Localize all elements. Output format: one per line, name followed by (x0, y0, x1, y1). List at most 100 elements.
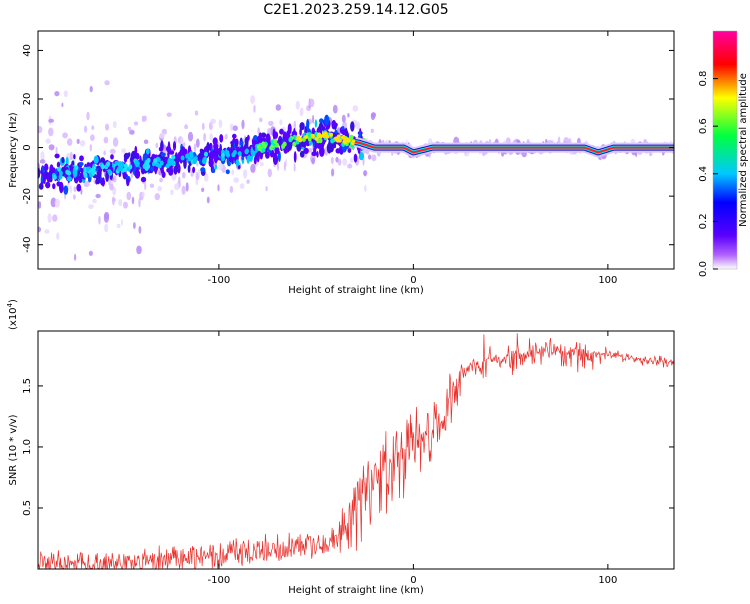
spectrum-blob (134, 145, 138, 155)
spectrum-blob (201, 187, 205, 192)
spectrum-ridge-dot (52, 174, 57, 180)
spectrum-blob (38, 226, 42, 233)
spectrum-ridge-dot (106, 161, 111, 167)
spectrum-blob (66, 138, 73, 146)
snr-xtick-label: 100 (598, 575, 617, 586)
spectrum-ridge-dot (307, 136, 312, 142)
spectrum-blob (213, 142, 219, 151)
spectrum-blob (113, 175, 117, 183)
spectrum-blob (200, 167, 206, 173)
spectrum-blob (358, 130, 362, 139)
spectrum-blob (206, 196, 210, 204)
spectrum-blob (83, 181, 90, 188)
snr-xlabel: Height of straight line (km) (288, 585, 424, 596)
spectrum-blob (316, 151, 319, 158)
spectrum-blob (44, 171, 49, 177)
spectrum-ridge-dot (192, 159, 197, 165)
spectrum-blob (211, 168, 216, 174)
spectrum-blob (56, 161, 61, 168)
spectrum-blob (267, 168, 272, 178)
spectrum-blob (279, 119, 283, 126)
spectrum-blob (48, 127, 54, 137)
spectrum-blob (319, 118, 324, 124)
spectrum-blob (38, 126, 43, 134)
spectrum-ridge-dot (118, 161, 123, 167)
spectrum-blob (337, 158, 342, 166)
spectrum-blob (112, 121, 117, 129)
spectrum-blob (177, 163, 181, 174)
spectrum-blob (52, 183, 56, 190)
spectrum-blob (311, 157, 315, 165)
spectrum-blob (89, 85, 93, 93)
spectrum-ridge-dot (314, 136, 319, 141)
spectrum-blob (182, 171, 186, 179)
spectrum-blob (69, 163, 73, 173)
spectrum-blob (318, 122, 324, 132)
spectrum-blob (299, 150, 305, 158)
spectrum-blob (350, 121, 355, 132)
spectrum-blob (235, 159, 240, 167)
spectrum-ridge-dot (91, 170, 96, 176)
spectrum-blob (112, 137, 119, 147)
spectrum-blob (225, 169, 230, 175)
spectrum-blob (62, 132, 68, 139)
spectrum-blob (277, 161, 279, 171)
colorbar-tick-label: 0.2 (698, 213, 709, 229)
spectrum-ridge-dot (330, 138, 335, 144)
spectrum-blob (272, 153, 279, 166)
spectrum-ridge-dot (171, 161, 175, 167)
spectrum-blob (172, 141, 177, 151)
spectrum-blob (367, 154, 372, 160)
spectrum-blob (127, 152, 131, 157)
spectrum-blob (241, 119, 245, 130)
spectrum-ridge-dot (153, 158, 158, 164)
spectrum-blob (203, 172, 209, 182)
spectrum-ridge-dot (232, 150, 237, 155)
spectrum-blob (212, 148, 216, 156)
spectrum-blob (187, 164, 191, 173)
spectrum-ridge-dot (292, 141, 297, 147)
spectrum-blob (208, 151, 215, 161)
spectrum-blob (160, 152, 166, 157)
spectrum-blob (201, 122, 205, 130)
spectrum-ridge-dot (318, 138, 323, 144)
spectrum-blob (308, 98, 315, 108)
spectrum-blob (141, 191, 145, 198)
spectrum-blob (250, 163, 256, 173)
spectrum-ridge-dot (156, 157, 161, 163)
spectrum-blob (88, 204, 94, 210)
spectrum-blob (164, 156, 169, 164)
snr-multiplier-base: (x10 (8, 307, 19, 330)
spectrum-blob (648, 151, 653, 157)
spectrum-blob (218, 119, 223, 128)
spectrum-blob (166, 112, 172, 117)
spectrum-ridge-dot (336, 134, 341, 139)
snr-xtick-label: 0 (410, 575, 416, 586)
spectrum-blob (314, 119, 318, 128)
spectrum-blob (127, 126, 132, 132)
spectrum-blob (112, 196, 115, 206)
spectrum-blob (287, 123, 292, 135)
spectrum-blob (329, 143, 334, 153)
spectrum-blob (138, 197, 141, 208)
spectrum-blob (246, 154, 250, 164)
spectrum-blob (371, 154, 377, 162)
spectrum-blob (265, 186, 268, 192)
spectrum-blob (79, 140, 86, 147)
spectrum-ridge-dot (202, 157, 207, 163)
spectrum-blob (274, 146, 280, 155)
snr-series-line (38, 333, 674, 569)
spectrum-ridge-dot (282, 141, 287, 147)
spectrum-blob (86, 162, 91, 167)
spectrum-ridge-dot (296, 135, 301, 140)
spectrum-blob (109, 183, 114, 191)
spectrum-blob (88, 250, 93, 256)
spectrum-blob (313, 145, 317, 156)
spectrum-blob (243, 169, 248, 179)
spectrum-blob (235, 138, 239, 146)
spectrum-ridge-dot (237, 151, 242, 157)
spectrum-ridge-dot (204, 151, 208, 157)
spectrum-blob (104, 223, 109, 233)
spectrum-ridge-dot (349, 134, 354, 140)
spectrum-blob (69, 185, 73, 194)
